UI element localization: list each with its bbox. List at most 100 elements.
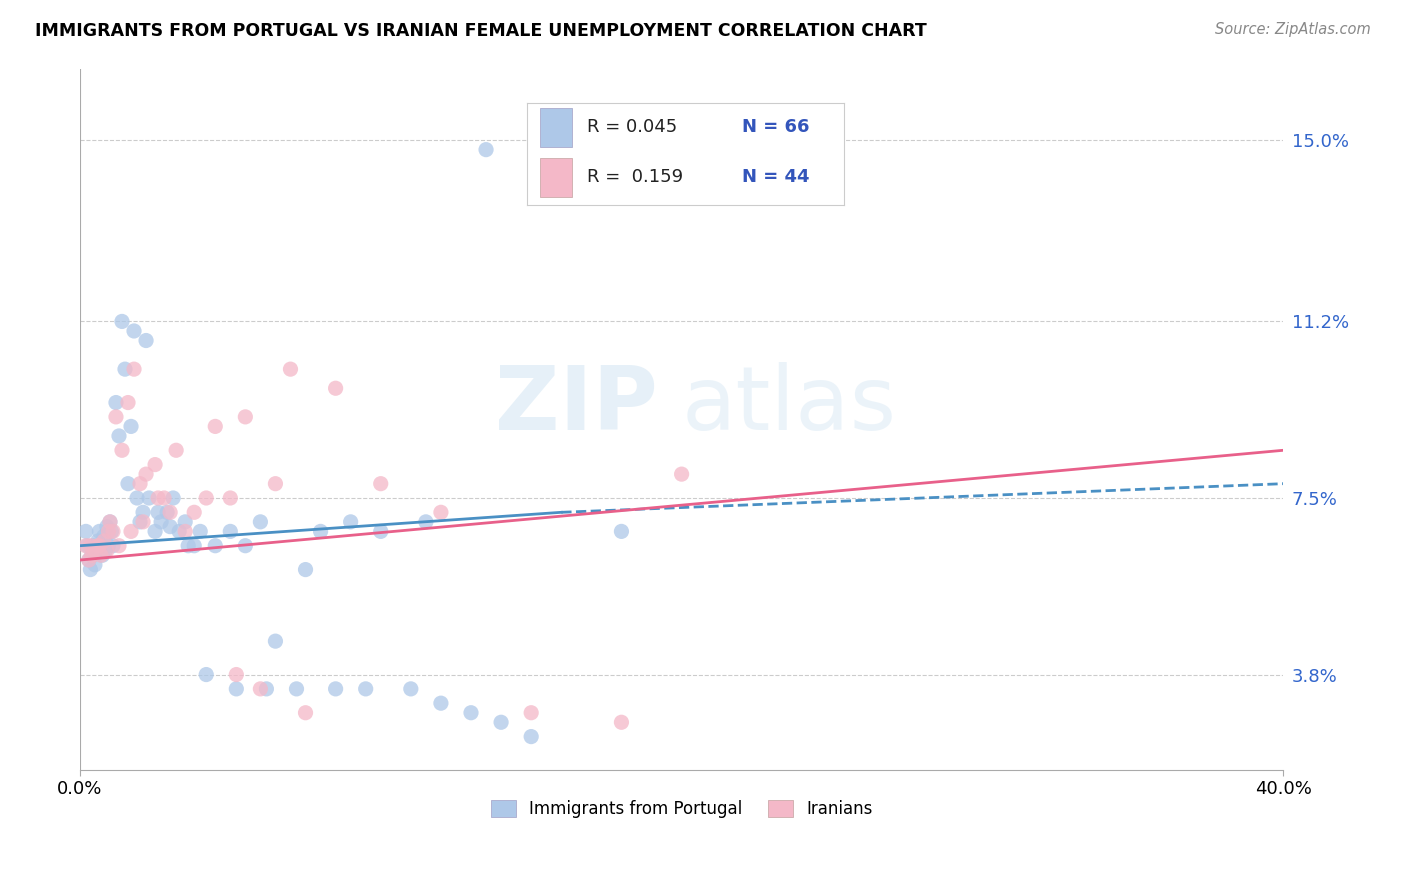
Point	[489, 715, 512, 730]
Point	[520, 706, 543, 720]
Point	[156, 505, 179, 519]
Text: atlas: atlas	[682, 362, 897, 449]
Point	[84, 543, 107, 558]
Point	[610, 715, 633, 730]
Point	[249, 515, 271, 529]
Point	[86, 543, 108, 558]
Point	[204, 419, 226, 434]
Point	[108, 429, 131, 443]
Point	[125, 491, 148, 505]
Point	[75, 524, 97, 539]
Point	[100, 524, 122, 539]
Point	[195, 667, 218, 681]
Point	[122, 362, 145, 376]
FancyBboxPatch shape	[540, 158, 571, 197]
Point	[671, 467, 693, 482]
Point	[415, 515, 437, 529]
Point	[174, 515, 197, 529]
Point	[159, 505, 181, 519]
Point	[150, 515, 173, 529]
Point	[84, 558, 107, 572]
Point	[325, 381, 347, 395]
Point	[104, 409, 127, 424]
Point	[104, 395, 127, 409]
Text: IMMIGRANTS FROM PORTUGAL VS IRANIAN FEMALE UNEMPLOYMENT CORRELATION CHART: IMMIGRANTS FROM PORTUGAL VS IRANIAN FEMA…	[35, 22, 927, 40]
Point	[254, 681, 277, 696]
Point	[114, 362, 136, 376]
Point	[76, 539, 98, 553]
Point	[610, 524, 633, 539]
Point	[174, 524, 197, 539]
Point	[294, 563, 316, 577]
Point	[98, 515, 121, 529]
Text: Source: ZipAtlas.com: Source: ZipAtlas.com	[1215, 22, 1371, 37]
Point	[183, 539, 205, 553]
Point	[165, 443, 187, 458]
Point	[129, 476, 152, 491]
Point	[89, 539, 111, 553]
Point	[132, 515, 155, 529]
Point	[135, 334, 157, 348]
FancyBboxPatch shape	[540, 108, 571, 146]
Point	[96, 543, 118, 558]
Point	[399, 681, 422, 696]
Point	[285, 681, 308, 696]
Text: ZIP: ZIP	[495, 362, 658, 449]
Point	[132, 505, 155, 519]
Point	[354, 681, 377, 696]
Point	[122, 324, 145, 338]
Point	[219, 524, 242, 539]
Point	[159, 519, 181, 533]
Point	[264, 476, 287, 491]
Point	[82, 539, 104, 553]
Point	[97, 539, 120, 553]
Point	[117, 476, 139, 491]
Point	[80, 548, 103, 562]
Point	[93, 529, 115, 543]
Point	[235, 409, 257, 424]
Point	[235, 539, 257, 553]
Point	[79, 539, 101, 553]
Point	[430, 505, 453, 519]
Point	[225, 681, 247, 696]
Legend: Immigrants from Portugal, Iranians: Immigrants from Portugal, Iranians	[484, 793, 879, 825]
Point	[101, 524, 124, 539]
Point	[75, 539, 97, 553]
Point	[460, 706, 482, 720]
Point	[111, 314, 134, 328]
Point	[96, 519, 118, 533]
Point	[108, 539, 131, 553]
Point	[550, 143, 572, 157]
Point	[264, 634, 287, 648]
Point	[91, 548, 114, 562]
Point	[93, 533, 115, 548]
Point	[249, 681, 271, 696]
Point	[94, 543, 117, 558]
Point	[520, 730, 543, 744]
Text: R =  0.159: R = 0.159	[588, 169, 683, 186]
Point	[294, 706, 316, 720]
Point	[370, 524, 392, 539]
Point	[370, 476, 392, 491]
Point	[117, 395, 139, 409]
Point	[101, 539, 124, 553]
Point	[120, 524, 142, 539]
Point	[90, 548, 112, 562]
Point	[204, 539, 226, 553]
Point	[146, 505, 169, 519]
Point	[143, 524, 166, 539]
Text: N = 66: N = 66	[742, 119, 810, 136]
Point	[135, 467, 157, 482]
Point	[339, 515, 361, 529]
Point	[153, 491, 176, 505]
Text: R = 0.045: R = 0.045	[588, 119, 678, 136]
Point	[430, 696, 453, 710]
Point	[143, 458, 166, 472]
Point	[77, 553, 100, 567]
Point	[195, 491, 218, 505]
Point	[188, 524, 211, 539]
Point	[87, 533, 110, 548]
Point	[146, 491, 169, 505]
Point	[280, 362, 302, 376]
Point	[225, 667, 247, 681]
